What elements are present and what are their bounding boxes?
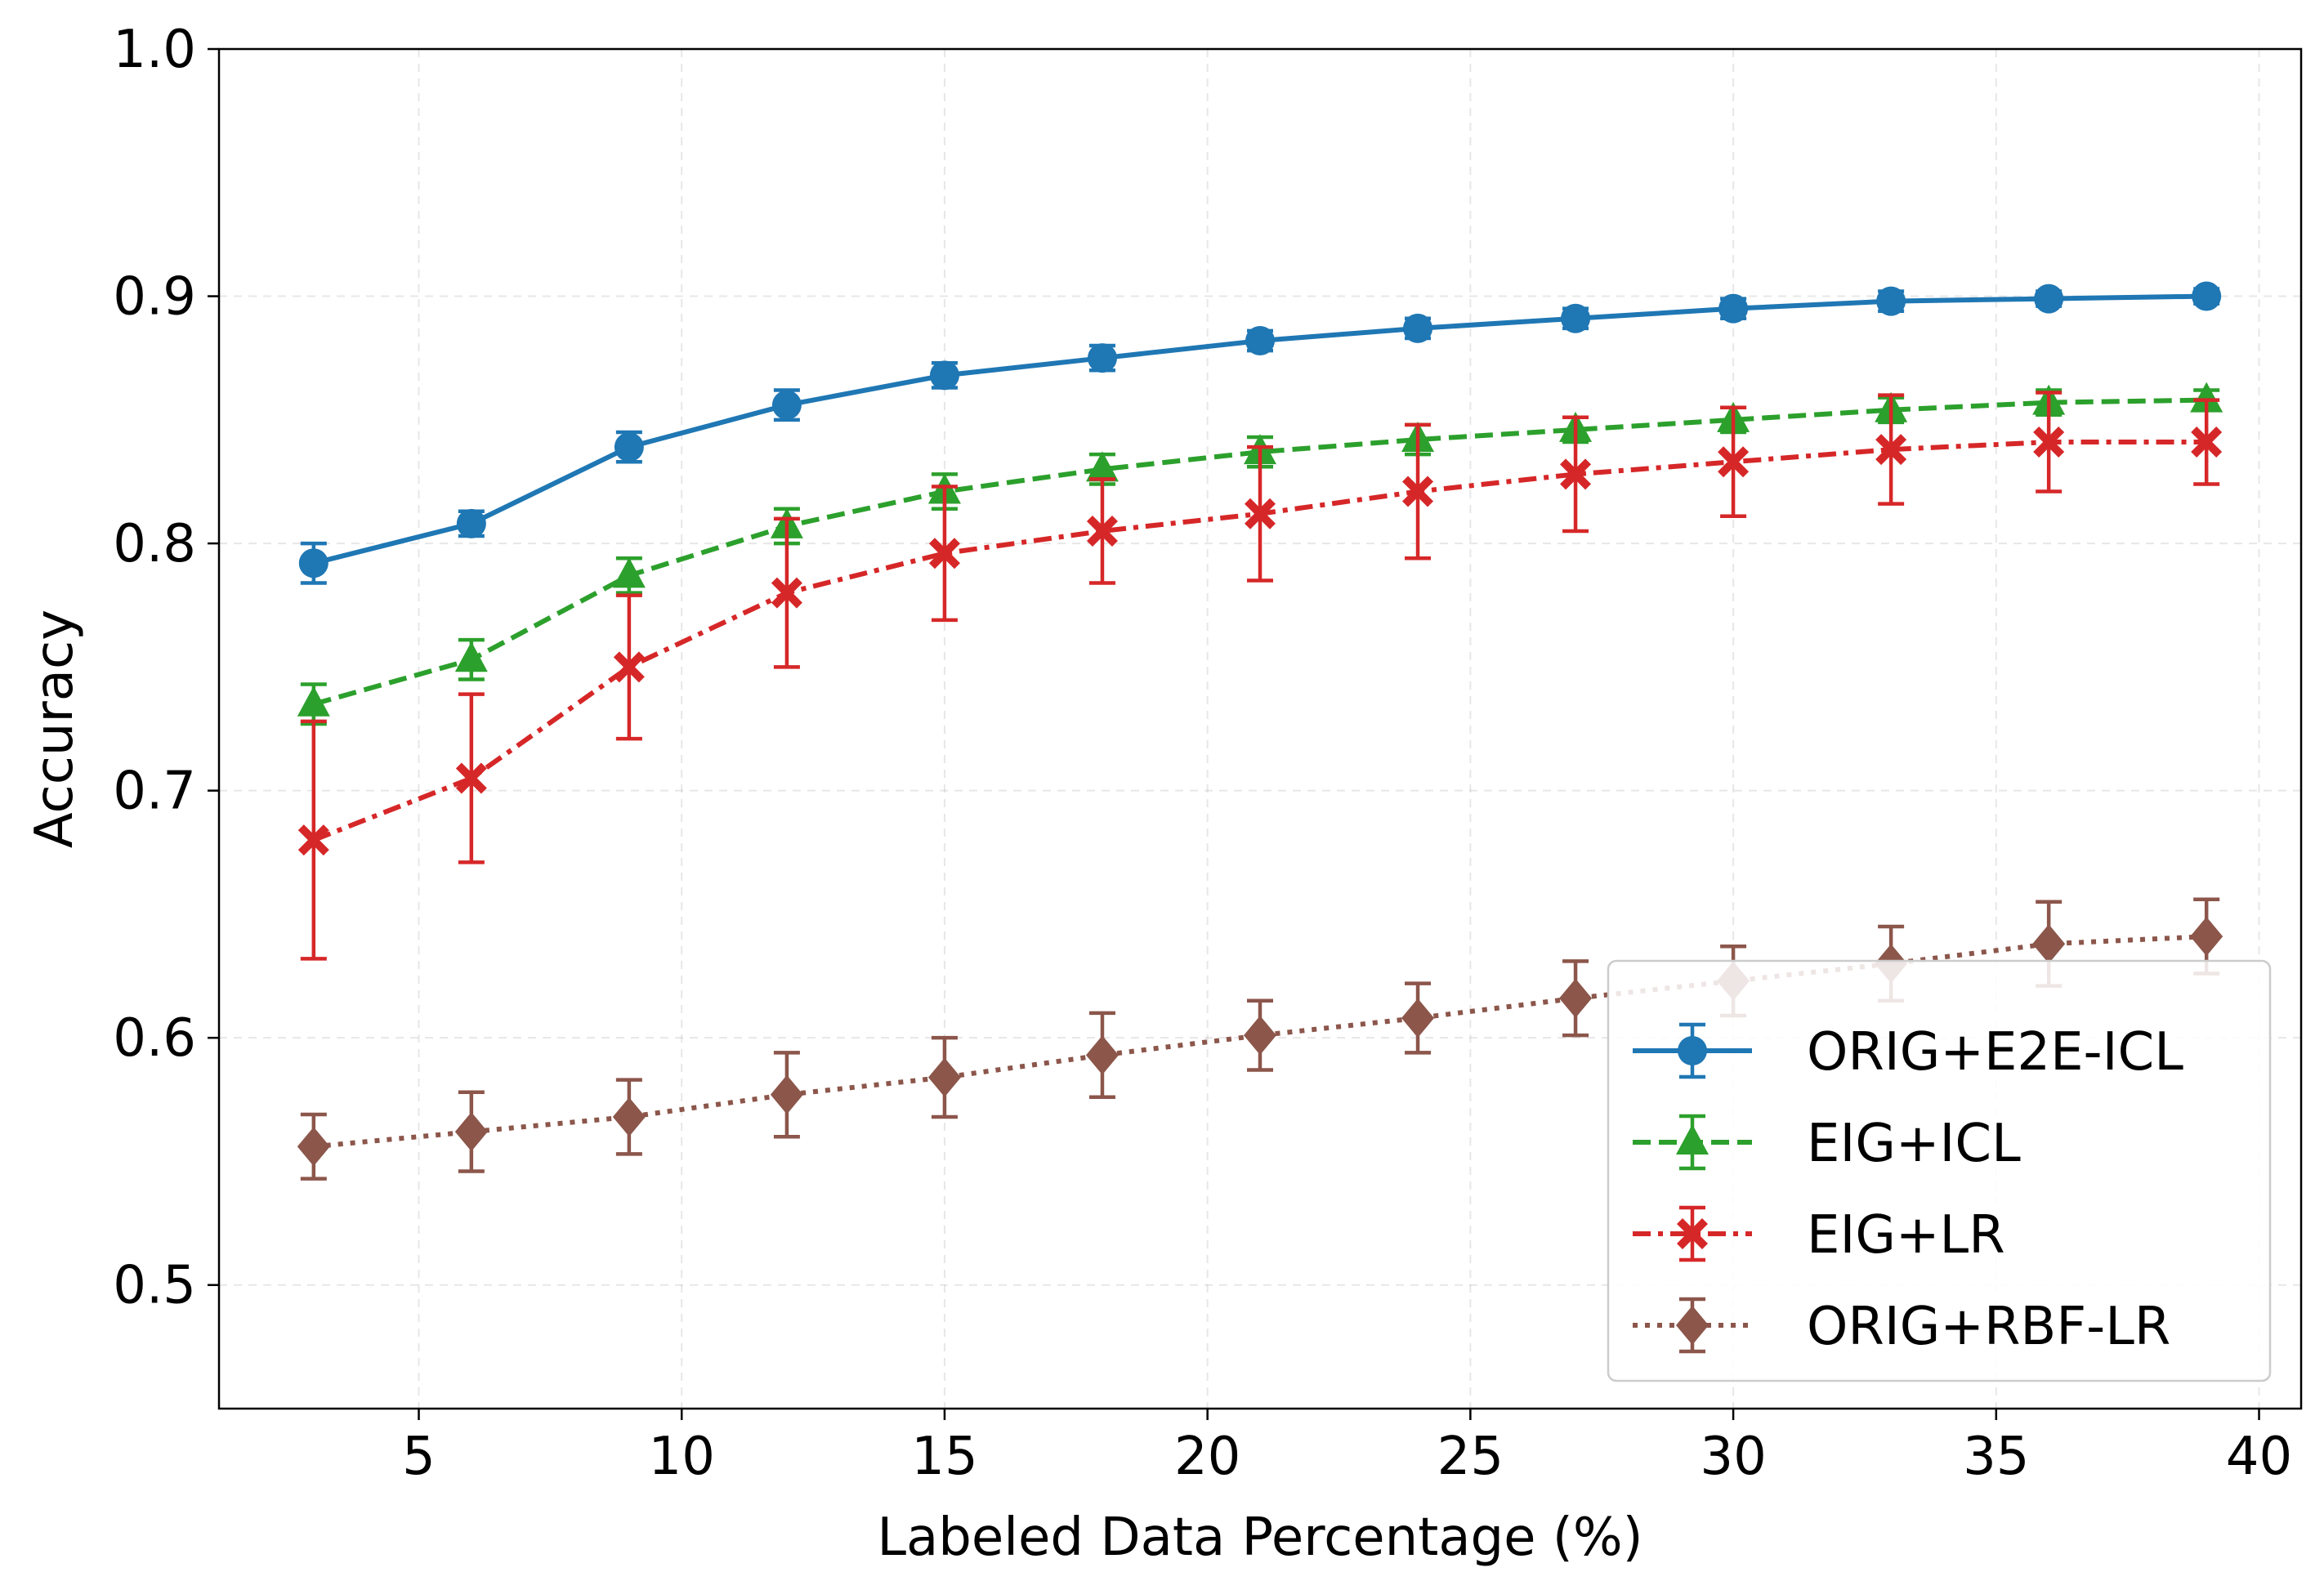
x-tick-label: 25 (1437, 1427, 1504, 1487)
data-point (1561, 303, 1591, 333)
legend: ORIG+E2E-ICL EIG+ICL EIG+LR ORIG+RBF-LR (1607, 959, 2272, 1382)
x-tick-label: 15 (911, 1427, 977, 1487)
series-ORIG+E2E-ICL (298, 281, 2222, 585)
data-point (456, 508, 486, 538)
data-point (929, 360, 959, 391)
data-point (1245, 498, 1276, 529)
y-tick-label: 0.8 (113, 514, 196, 574)
legend-marker (1678, 1036, 1707, 1065)
x-tick-label: 5 (402, 1427, 436, 1487)
data-point (1085, 1035, 1119, 1075)
data-point (1560, 458, 1592, 490)
data-point (1086, 515, 1118, 547)
x-tick-label: 35 (1963, 1427, 2029, 1487)
y-axis-label: Accuracy (25, 610, 85, 848)
data-point (2032, 924, 2066, 964)
data-point (2190, 382, 2223, 413)
series-layer (297, 281, 2223, 1181)
data-point (2034, 284, 2064, 314)
ticks: 5 10 15 20 25 30 35 40 0.5 0.6 0.7 0.8 0.9 1.0 (113, 20, 2292, 1487)
data-point (454, 641, 488, 672)
data-point (614, 432, 644, 462)
data-point (927, 1057, 961, 1097)
data-point (612, 557, 646, 588)
data-point (454, 1112, 488, 1152)
data-point (770, 1074, 803, 1114)
legend-item: ORIG+RBF-LR (1633, 1297, 2170, 1357)
legend-item: EIG+LR (1633, 1205, 2005, 1266)
legend-marker (1676, 1306, 1709, 1345)
y-tick-label: 0.5 (113, 1256, 196, 1316)
x-tick-label: 10 (649, 1427, 715, 1487)
legend-item: ORIG+E2E-ICL (1633, 1022, 2183, 1083)
legend-item: EIG+ICL (1633, 1114, 2021, 1174)
data-point (2033, 427, 2065, 458)
legend-label: EIG+ICL (1807, 1114, 2021, 1174)
data-point (297, 1127, 330, 1167)
legend-box (1607, 959, 2272, 1382)
data-point (1559, 978, 1593, 1018)
data-point (1718, 446, 1750, 478)
legend-label: EIG+LR (1807, 1205, 2005, 1266)
data-point (1876, 286, 1906, 316)
legend-marker (1676, 1124, 1709, 1155)
data-point (1718, 293, 1749, 324)
data-point (1245, 326, 1275, 356)
data-point (771, 390, 802, 420)
legend-label: ORIG+RBF-LR (1807, 1297, 2170, 1357)
data-point (1402, 476, 1434, 507)
y-tick-label: 0.6 (113, 1008, 196, 1069)
x-tick-label: 20 (1174, 1427, 1240, 1487)
data-point (2190, 917, 2223, 957)
x-tick-label: 30 (1700, 1427, 1766, 1487)
data-point (1244, 1016, 1276, 1056)
data-point (297, 824, 329, 856)
axes-frame (217, 47, 2303, 1410)
legend-label: ORIG+E2E-ICL (1807, 1022, 2183, 1083)
grid (219, 48, 2301, 1409)
data-point (771, 577, 802, 609)
data-point (2191, 427, 2223, 458)
data-point (455, 762, 487, 794)
y-tick-label: 1.0 (113, 20, 196, 80)
data-point (612, 1096, 646, 1137)
data-point (1403, 313, 1433, 343)
data-point (1087, 343, 1117, 373)
x-axis-label: Labeled Data Percentage (%) (877, 1507, 1642, 1568)
data-point (1401, 998, 1435, 1038)
data-point (1085, 451, 1119, 482)
legend-marker (1677, 1218, 1708, 1249)
x-tick-label: 40 (2226, 1427, 2292, 1487)
data-point (613, 651, 645, 683)
y-tick-label: 0.7 (113, 762, 196, 822)
series-EIG+LR (297, 391, 2223, 961)
data-point (1875, 434, 1907, 466)
data-point (297, 686, 330, 717)
data-point (928, 538, 960, 569)
data-point (2192, 281, 2222, 311)
data-point (298, 548, 328, 578)
y-tick-label: 0.9 (113, 267, 196, 328)
